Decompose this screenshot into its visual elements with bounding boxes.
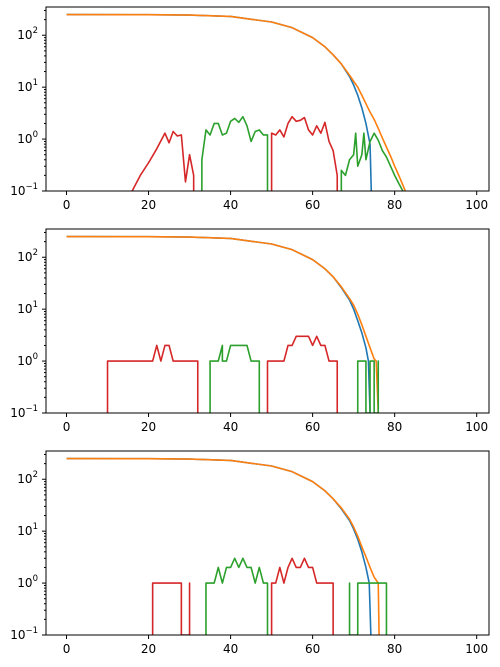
- x-tick-label: 20: [141, 642, 156, 656]
- x-tick-label: 80: [387, 420, 402, 434]
- series-line-green: [209, 344, 261, 413]
- x-tick-label: 60: [305, 198, 320, 212]
- y-tick-label: 101: [17, 522, 38, 538]
- x-tick-label: 100: [465, 642, 488, 656]
- x-tick-label: 40: [223, 642, 238, 656]
- series-line-red: [270, 557, 334, 635]
- series-line-green: [356, 360, 380, 413]
- series-line-red: [266, 335, 339, 413]
- x-tick-label: 100: [465, 420, 488, 434]
- x-tick-label: 40: [223, 198, 238, 212]
- x-tick-label: 40: [223, 420, 238, 434]
- x-tick-label: 80: [387, 198, 402, 212]
- x-tick-label: 100: [465, 198, 488, 212]
- series-line-blue: [66, 13, 373, 191]
- series-line-blue: [66, 235, 371, 413]
- series-line-red: [106, 344, 199, 413]
- series-group: [66, 457, 388, 635]
- series-line-red: [270, 115, 339, 191]
- y-tick-label: 101: [17, 300, 38, 316]
- x-tick-label: 0: [63, 642, 71, 656]
- y-tick-label: 10−1: [10, 626, 38, 642]
- series-group: [66, 13, 407, 191]
- series-line-orange: [66, 457, 380, 635]
- x-tick-label: 0: [63, 198, 71, 212]
- x-tick-label: 20: [141, 420, 156, 434]
- chart-panel-1: 0 20 40 60 80 100 10−1 100 101 102: [10, 6, 490, 212]
- series-group: [66, 235, 380, 413]
- series-line-green: [348, 582, 388, 635]
- series-line-orange: [66, 13, 407, 191]
- x-tick-label: 20: [141, 198, 156, 212]
- y-tick-label: 100: [17, 130, 38, 146]
- series-line-red: [131, 130, 195, 191]
- y-tick-label: 10−1: [10, 182, 38, 198]
- y-tick-label: 102: [17, 470, 38, 486]
- y-tick-label: 100: [17, 352, 38, 368]
- y-tick-label: 100: [17, 574, 38, 590]
- y-tick-label: 102: [17, 26, 38, 42]
- x-tick-label: 0: [63, 420, 71, 434]
- series-line-green: [205, 557, 269, 635]
- y-tick-label: 101: [17, 78, 38, 94]
- chart-panel-3: 0 20 40 60 80 100 10−1 100 101 102: [10, 450, 490, 656]
- x-tick-label: 60: [305, 420, 320, 434]
- x-tick-label: 60: [305, 642, 320, 656]
- series-line-green: [201, 115, 269, 191]
- chart-panel-2: 0 20 40 60 80 100 10−1 100 101 102: [10, 228, 490, 434]
- y-tick-label: 10−1: [10, 404, 38, 420]
- y-tick-label: 102: [17, 248, 38, 264]
- series-line-green: [340, 132, 404, 191]
- series-line-blue: [66, 457, 372, 635]
- x-tick-label: 80: [387, 642, 402, 656]
- series-line-red: [151, 582, 191, 635]
- series-line-orange: [66, 235, 380, 413]
